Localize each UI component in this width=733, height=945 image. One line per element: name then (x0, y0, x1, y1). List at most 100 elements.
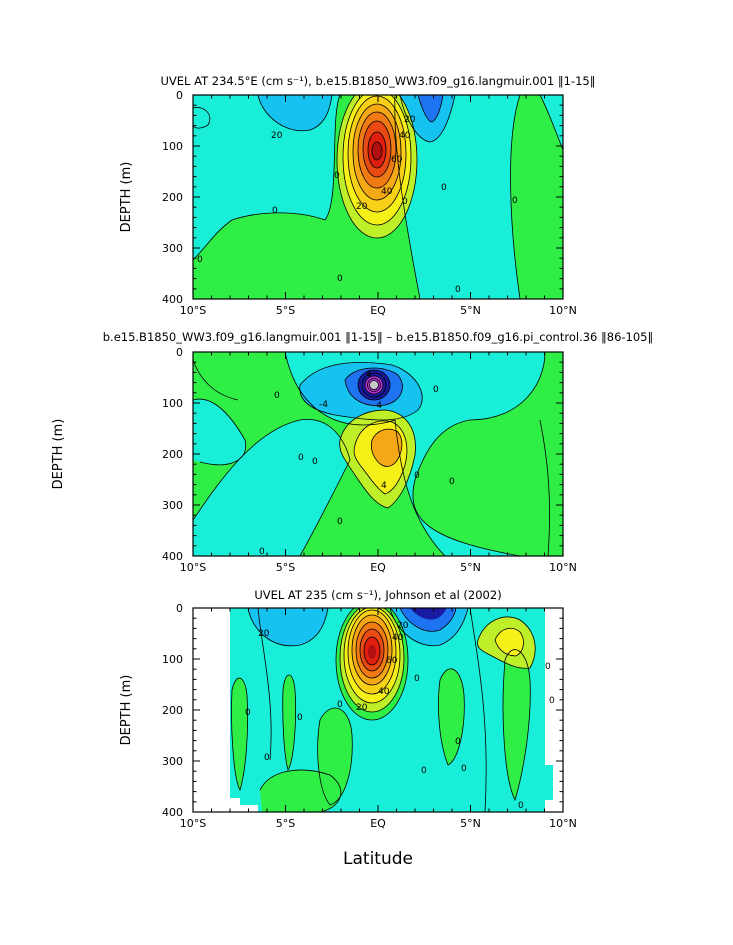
panel-1-clabel: 0 (402, 197, 408, 207)
panel-3-south-blue (248, 608, 328, 646)
y-tick-label: 100 (162, 397, 183, 410)
panel-3-clabel: 0 (297, 713, 303, 723)
panel-1-clabel: 0 (272, 206, 278, 216)
panel-1-clabel: 0 (512, 196, 518, 206)
panel-1-clabel: 0 (197, 255, 203, 265)
y-tick-label: 400 (162, 293, 183, 306)
panel-3-contours (231, 608, 536, 812)
y-tick-label: 400 (162, 550, 183, 563)
panel-2-south-cyan (193, 419, 350, 556)
panel-2-warm-core-orange (371, 429, 402, 467)
x-tick-label: 10°S (180, 304, 206, 317)
x-tick-label: EQ (370, 304, 386, 317)
x-tick-label: 5°S (276, 561, 295, 574)
panel-3-clabel: 60 (386, 656, 398, 666)
panel-1-north-blue-core (418, 95, 443, 122)
panel-1-clabel: 60 (391, 155, 403, 165)
panel-2-clabel: 0 (433, 385, 439, 395)
y-axis-label: DEPTH (m) (119, 675, 134, 746)
panel-3-title: UVEL AT 235 (cm s⁻¹), Johnson et al (200… (254, 588, 501, 602)
panel-2-title: b.e15.B1850_WW3.f09_g16.langmuir.001 ‖1-… (103, 330, 654, 344)
panel-2-clabel: 4 (381, 481, 387, 491)
panel-3-clabel: 20 (356, 703, 368, 713)
panel-1-far-north-cyan (540, 95, 563, 150)
panel-3-clabel: 0 (461, 764, 467, 774)
panel-3-clabel: 0 (245, 708, 251, 718)
panel-3-clabel: 20 (397, 621, 409, 631)
panel-2-clabel: 0 (449, 477, 455, 487)
panel-2-min-core-grey (369, 380, 379, 390)
panel-1-north-cyan (394, 95, 520, 299)
x-tick-label: 10°S (180, 561, 206, 574)
y-tick-label: 300 (162, 499, 183, 512)
y-tick-label: 200 (162, 704, 183, 717)
panel-2-clabel: 4 (366, 370, 372, 380)
panel-1-plot: 20 0 0 0 0 20 40 60 40 20 0 0 0 0 (193, 95, 563, 299)
panel-3-clabel: 0 (264, 753, 270, 763)
panel-1-clabel: 0 (334, 171, 340, 181)
panel-1-clabel: 20 (356, 202, 368, 212)
panel-3-clabel: 40 (392, 633, 404, 643)
y-tick-label: 200 (162, 448, 183, 461)
y-tick-label: 200 (162, 191, 183, 204)
x-tick-label: 10°N (549, 817, 577, 830)
panel-2-contours (193, 352, 550, 556)
panel-1-clabel: 40 (381, 187, 393, 197)
panel-1-clabel: 40 (399, 131, 411, 141)
panel-2-clabel: -4 (319, 400, 328, 410)
panel-2-clabel: 0 (414, 471, 420, 481)
panel-3-clabel: 0 (518, 801, 524, 811)
panel-2-clabel: 0 (298, 453, 304, 463)
panel-2-contour-labels: -4 4 -4 0 0 0 0 0 0 0 4 0 (259, 370, 455, 557)
panel-1-west-cyan (193, 107, 210, 129)
panel-2-clabel: -4 (373, 401, 382, 411)
panel-2-west-cyan (193, 399, 246, 465)
y-axis-label: DEPTH (m) (119, 162, 134, 233)
x-tick-label: 5°S (276, 304, 295, 317)
x-tick-label: 5°N (460, 817, 481, 830)
panel-3-clabel: 0 (337, 700, 343, 710)
x-tick-label: 5°N (460, 561, 481, 574)
panel-3-clabel: 0 (455, 737, 461, 747)
panel-3-yellow-ne-core (495, 628, 524, 656)
x-tick-label: EQ (370, 561, 386, 574)
panel-3-plot: 20 0 0 0 0 20 40 60 40 20 0 0 0 0 0 0 0 (230, 608, 555, 812)
y-tick-label: 300 (162, 242, 183, 255)
panel-1-title: UVEL AT 234.5°E (cm s⁻¹), b.e15.B1850_WW… (160, 74, 595, 88)
panel-1-south-cyan (193, 95, 340, 260)
y-tick-label: 400 (162, 806, 183, 819)
panel-1-clabel: 0 (455, 285, 461, 295)
panel-3-contour-labels: 20 0 0 0 0 20 40 60 40 20 0 0 0 0 0 0 0 (245, 621, 555, 811)
panel-1-contour-labels: 20 0 0 0 0 20 40 60 40 20 0 0 0 0 (197, 115, 518, 295)
y-tick-label: 300 (162, 755, 183, 768)
panel-3: UVEL AT 235 (cm s⁻¹), Johnson et al (200… (119, 588, 577, 869)
panel-2-plot: -4 4 -4 0 0 0 0 0 0 0 4 0 (193, 352, 563, 557)
panel-3-clabel: 20 (258, 629, 270, 639)
panel-3-green-west (231, 678, 248, 790)
panel-2-clabel: 0 (259, 547, 265, 557)
panel-1-clabel: 20 (404, 115, 416, 125)
y-tick-label: 0 (176, 602, 183, 615)
panel-3-clabel: 40 (378, 687, 390, 697)
x-tick-label: 5°S (276, 817, 295, 830)
panel-3-green-mid1 (282, 675, 296, 770)
x-tick-label: 10°S (180, 817, 206, 830)
y-tick-label: 100 (162, 653, 183, 666)
x-tick-label: 5°N (460, 304, 481, 317)
x-axis-label: Latitude (343, 849, 413, 869)
x-tick-label: 10°N (549, 304, 577, 317)
panel-2: b.e15.B1850_WW3.f09_g16.langmuir.001 ‖1-… (51, 330, 653, 574)
x-tick-label: EQ (370, 817, 386, 830)
panel-1-clabel: 20 (271, 131, 283, 141)
panel-3-clabel: 0 (414, 674, 420, 684)
panel-2-clabel: 0 (274, 391, 280, 401)
y-tick-label: 0 (176, 346, 183, 359)
panel-3-clabel: 0 (421, 766, 427, 776)
panel-3-north-navy (410, 608, 446, 620)
y-tick-label: 100 (162, 140, 183, 153)
panel-3-clabel: 0 (545, 662, 551, 672)
